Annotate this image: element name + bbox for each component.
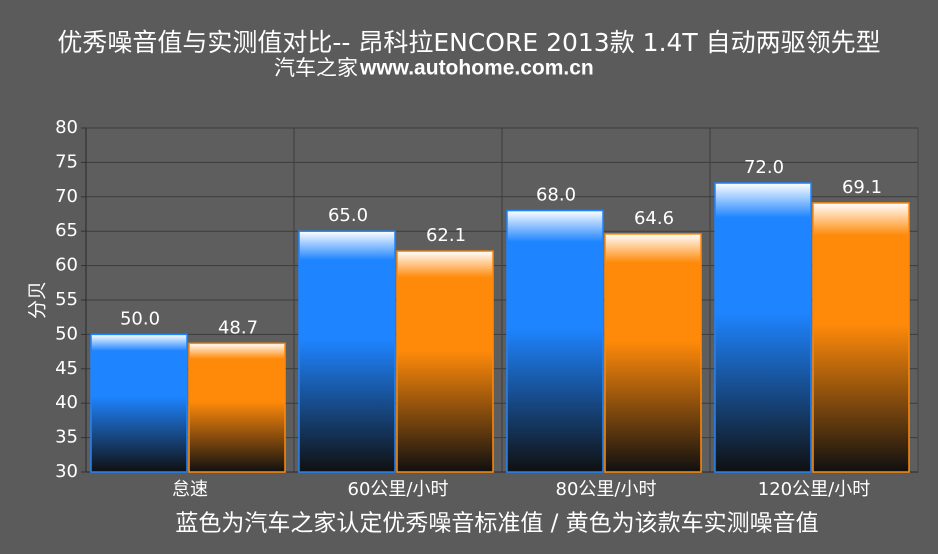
y-tick-label: 70 bbox=[55, 186, 78, 207]
y-tick-label: 60 bbox=[55, 255, 78, 276]
bar bbox=[188, 342, 286, 473]
value-label: 69.1 bbox=[842, 177, 882, 198]
x-tick-label: 60公里/小时 bbox=[348, 479, 449, 500]
y-tick-label: 50 bbox=[55, 323, 78, 344]
chart-subtitle: 汽车之家 bbox=[274, 56, 358, 80]
value-label: 68.0 bbox=[536, 185, 576, 206]
source-url: www.autohome.com.cn bbox=[359, 57, 594, 80]
y-axis-label: 分贝 bbox=[27, 281, 49, 319]
y-tick-label: 30 bbox=[55, 461, 78, 482]
caption: 蓝色为汽车之家认定优秀噪音标准值 / 黄色为该款车实测噪音值 bbox=[175, 511, 818, 537]
value-label: 72.0 bbox=[744, 157, 784, 178]
y-tick-label: 35 bbox=[55, 427, 78, 448]
y-tick-label: 75 bbox=[55, 151, 78, 172]
value-label: 62.1 bbox=[426, 225, 466, 246]
bar bbox=[396, 250, 494, 473]
chart-title: 优秀噪音值与实测值对比-- 昂科拉ENCORE 2013款 1.4T 自动两驱领… bbox=[57, 28, 880, 57]
y-tick-label: 65 bbox=[55, 220, 78, 241]
x-tick-label: 怠速 bbox=[172, 479, 208, 500]
bar bbox=[298, 230, 396, 473]
value-label: 50.0 bbox=[120, 308, 160, 329]
bar bbox=[506, 209, 604, 473]
value-label: 65.0 bbox=[328, 205, 368, 226]
y-tick-label: 80 bbox=[55, 117, 78, 138]
bar bbox=[604, 233, 702, 473]
x-tick-label: 120公里/小时 bbox=[758, 479, 870, 500]
y-tick-label: 40 bbox=[55, 392, 78, 413]
x-tick-label: 80公里/小时 bbox=[556, 479, 657, 500]
bar bbox=[90, 333, 188, 473]
y-tick-label: 45 bbox=[55, 358, 78, 379]
y-tick-label: 55 bbox=[55, 289, 78, 310]
value-label: 64.6 bbox=[634, 208, 674, 229]
value-label: 48.7 bbox=[218, 317, 258, 338]
bar bbox=[714, 182, 812, 473]
bar bbox=[812, 202, 910, 473]
